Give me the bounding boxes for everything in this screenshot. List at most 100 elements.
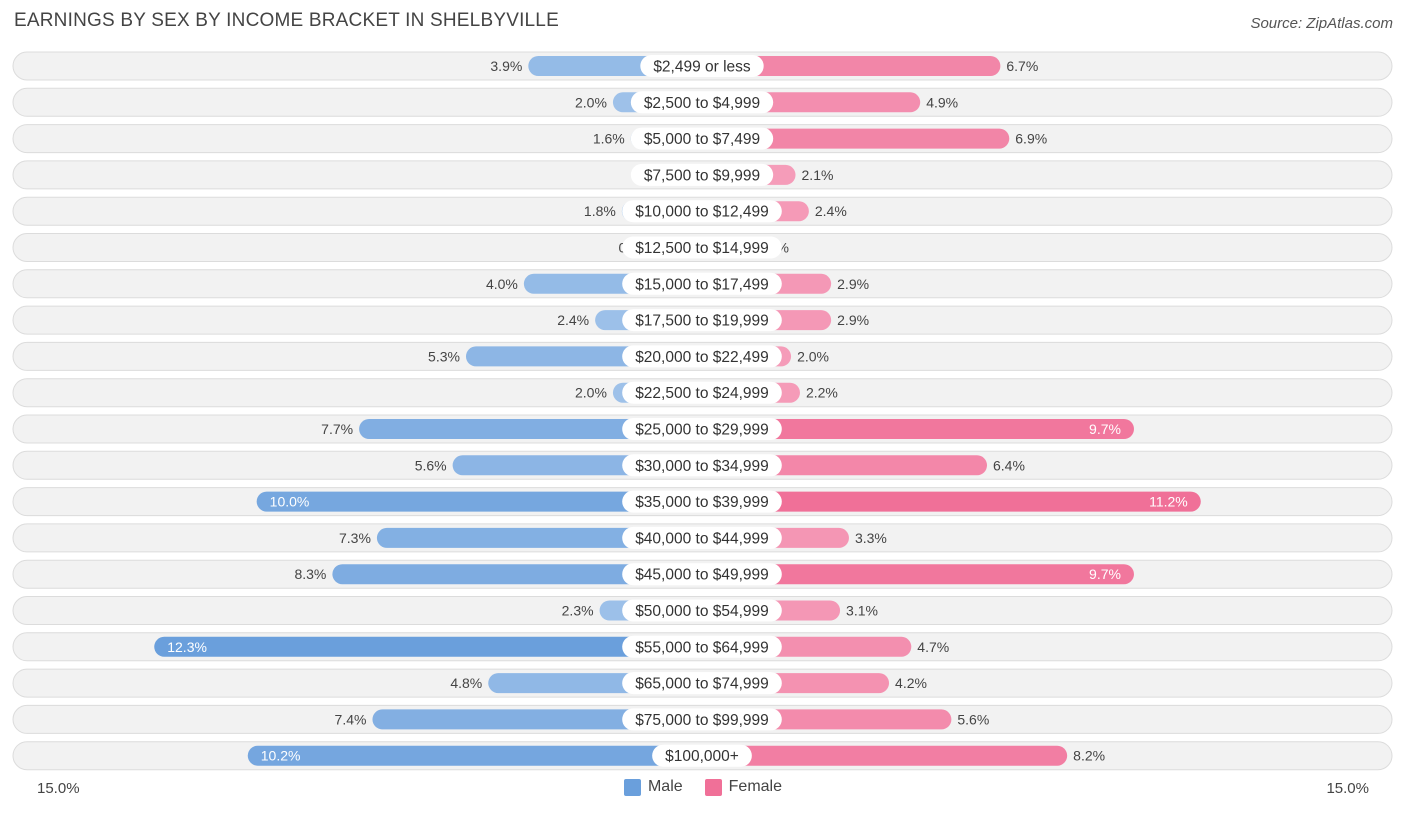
category-label: $35,000 to $39,999: [635, 494, 769, 511]
legend-swatch-female: [704, 778, 722, 796]
category-label-box: [622, 490, 782, 513]
male-value-label: 1.8%: [584, 203, 616, 219]
male-value-label: 2.3%: [562, 603, 594, 619]
category-label: $55,000 to $64,999: [635, 639, 769, 656]
category-label-box: [622, 599, 782, 622]
male-value-label: 8.3%: [294, 566, 326, 582]
male-value-label: 2.0%: [575, 94, 607, 110]
category-label-box: [652, 744, 752, 767]
female-bar[interactable]: [702, 128, 1010, 149]
category-label-box: [622, 272, 782, 295]
category-label-box: [630, 127, 774, 150]
category-label: $2,500 to $4,999: [644, 95, 760, 112]
axis-left-label: 15.0%: [37, 780, 80, 797]
category-label: $75,000 to $99,999: [635, 712, 769, 729]
category-label: $12,500 to $14,999: [635, 240, 769, 257]
female-value-label: 4.9%: [926, 94, 958, 110]
female-value-label: 11.2%: [1149, 494, 1188, 510]
category-label-box: [622, 526, 782, 549]
category-label: $10,000 to $12,499: [635, 204, 769, 221]
category-label-box: [630, 91, 774, 114]
female-value-label: 2.0%: [797, 348, 829, 364]
category-label-box: [640, 55, 764, 77]
category-label-box: [622, 309, 782, 332]
category-label: $30,000 to $34,999: [635, 458, 769, 475]
category-label-box: [622, 708, 782, 731]
male-value-label: 12.3%: [167, 639, 207, 655]
male-bar[interactable]: [359, 419, 702, 439]
category-label-box: [622, 200, 782, 223]
male-bar[interactable]: [247, 745, 702, 766]
female-value-label: 2.9%: [837, 276, 869, 292]
category-label-box: [622, 563, 782, 586]
source-note: Source: ZipAtlas.com: [1250, 15, 1393, 32]
category-label: $100,000+: [665, 748, 739, 765]
legend-label-male: Male: [647, 778, 683, 795]
category-label: $22,500 to $24,999: [635, 385, 769, 402]
chart-title: EARNINGS BY SEX BY INCOME BRACKET IN SHE…: [14, 10, 559, 31]
female-value-label: 5.6%: [957, 711, 989, 727]
male-value-label: 4.8%: [450, 675, 482, 691]
female-value-label: 3.1%: [846, 603, 878, 619]
male-value-label: 5.6%: [415, 457, 447, 473]
category-label-box: [622, 381, 782, 404]
category-label: $2,499 or less: [653, 59, 751, 76]
female-bar[interactable]: [702, 564, 1134, 585]
category-label: $15,000 to $17,499: [635, 276, 769, 293]
category-label-box: [622, 345, 782, 368]
category-label-box: [622, 236, 782, 259]
category-label: $20,000 to $22,499: [635, 349, 769, 366]
female-bar[interactable]: [702, 419, 1134, 439]
category-label: $5,000 to $7,499: [644, 131, 760, 148]
legend-item-male[interactable]: Male: [623, 778, 683, 796]
male-bar[interactable]: [376, 527, 702, 548]
category-label: $40,000 to $44,999: [635, 530, 769, 547]
female-bar[interactable]: [702, 745, 1068, 766]
male-bar[interactable]: [332, 564, 702, 585]
category-label: $45,000 to $49,999: [635, 567, 769, 584]
female-bar[interactable]: [702, 56, 1001, 76]
female-value-label: 2.1%: [802, 167, 834, 183]
female-value-label: 4.7%: [917, 639, 949, 655]
legend-item-female[interactable]: Female: [704, 778, 783, 796]
category-label-box: [622, 454, 782, 477]
male-value-label: 7.7%: [321, 421, 353, 437]
legend-swatch-male: [623, 778, 641, 796]
legend: Male Female: [0, 778, 1406, 796]
category-label-box: [630, 163, 774, 186]
male-value-label: 2.4%: [557, 312, 589, 328]
category-label: $65,000 to $74,999: [635, 676, 769, 693]
category-label: $7,500 to $9,999: [644, 167, 760, 184]
category-label: $17,500 to $19,999: [635, 313, 769, 330]
female-value-label: 6.9%: [1015, 131, 1047, 147]
male-value-label: 10.2%: [261, 748, 301, 764]
category-label-box: [622, 418, 782, 440]
male-bar[interactable]: [256, 491, 702, 512]
female-value-label: 9.7%: [1089, 566, 1121, 582]
legend-label-female: Female: [728, 778, 783, 795]
male-value-label: 4.0%: [486, 276, 518, 292]
category-label: $25,000 to $29,999: [635, 422, 769, 439]
axis-right-label: 15.0%: [1326, 780, 1369, 797]
female-value-label: 3.3%: [855, 530, 887, 546]
category-label: $50,000 to $54,999: [635, 603, 769, 620]
male-bar[interactable]: [372, 709, 702, 730]
male-bar[interactable]: [154, 636, 703, 657]
category-label-box: [622, 635, 782, 658]
male-value-label: 1.6%: [593, 131, 625, 147]
female-value-label: 9.7%: [1089, 421, 1121, 437]
female-value-label: 2.2%: [806, 385, 838, 401]
male-value-label: 2.0%: [575, 385, 607, 401]
female-value-label: 6.4%: [993, 457, 1025, 473]
female-value-label: 6.7%: [1006, 58, 1038, 74]
male-value-label: 10.0%: [270, 494, 310, 510]
male-value-label: 7.4%: [335, 711, 367, 727]
male-value-label: 5.3%: [428, 348, 460, 364]
female-value-label: 2.4%: [815, 203, 847, 219]
female-value-label: 8.2%: [1073, 748, 1105, 764]
female-bar[interactable]: [702, 491, 1201, 512]
female-value-label: 4.2%: [895, 675, 927, 691]
category-label-box: [622, 672, 782, 695]
male-value-label: 7.3%: [339, 530, 371, 546]
